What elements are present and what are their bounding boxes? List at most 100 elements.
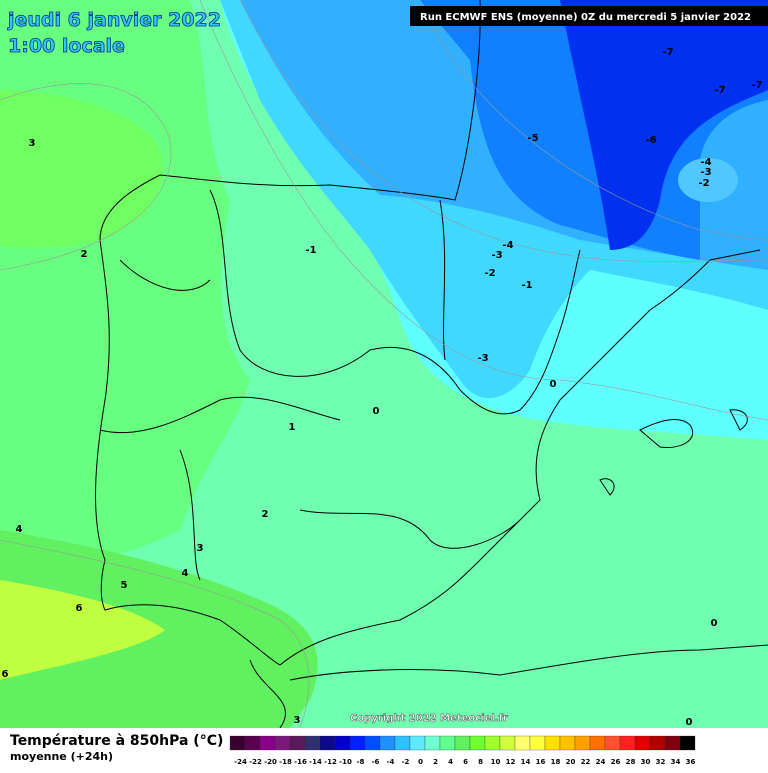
footer-subtitle: moyenne (+24h)	[10, 750, 113, 763]
contour-label: 4	[182, 568, 189, 579]
scale-swatch	[319, 735, 336, 751]
scale-swatch	[559, 735, 576, 751]
scale-label: 20	[566, 758, 576, 766]
scale-label: -4	[387, 758, 395, 766]
zone-3-patch	[0, 90, 163, 249]
footer-title: Température à 850hPa (°C)	[10, 733, 223, 749]
scale-label: 24	[596, 758, 606, 766]
scale-label: 22	[581, 758, 591, 766]
scale-swatch	[514, 735, 531, 751]
scale-label: 6	[463, 758, 468, 766]
run-banner	[410, 6, 768, 26]
scale-label: -10	[339, 758, 352, 766]
contour-label: -1	[521, 280, 532, 291]
scale-swatch	[634, 735, 651, 751]
scale-swatch	[664, 735, 681, 751]
contour-label: -2	[484, 268, 495, 279]
contour-labels: 32 -1-5 -6-7-7 -7-4-3-2-4-3-2-1-30012344566…	[2, 47, 763, 728]
contour-label: -1	[305, 245, 316, 256]
scale-swatch	[244, 735, 261, 751]
scale-swatch	[289, 735, 306, 751]
contour-label: -7	[751, 80, 762, 91]
scale-swatch	[574, 735, 591, 751]
contour-label: -2	[698, 178, 709, 189]
contour-label: 6	[2, 669, 9, 680]
scale-swatch	[529, 735, 546, 751]
scale-swatch	[274, 735, 291, 751]
scale-label: 0	[418, 758, 423, 766]
scale-label: -2	[402, 758, 410, 766]
scale-swatch	[409, 735, 426, 751]
scale-label: -14	[309, 758, 322, 766]
scale-label: 14	[521, 758, 531, 766]
scale-swatch	[649, 735, 666, 751]
scale-swatch	[589, 735, 606, 751]
coastlines	[95, 0, 768, 729]
copyright: Copyright 2022 Meteociel.fr	[350, 713, 508, 724]
contour-label: -4	[700, 157, 711, 168]
color-scale: -24 -22 -20 -18 -16 -14 -12 -10 -8 -6 -4 -2 0 2 4 6 8 10 1…	[229, 735, 696, 766]
contour-label: 3	[294, 715, 301, 726]
contour-label: 6	[76, 603, 83, 614]
contour-label: -4	[502, 240, 513, 251]
scale-label: 36	[686, 758, 696, 766]
zone-minus-7	[560, 0, 768, 250]
contour-label: 1	[289, 422, 296, 433]
scale-label: 26	[611, 758, 621, 766]
scale-swatch	[484, 735, 501, 751]
scale-label: -6	[372, 758, 380, 766]
scale-swatch	[394, 735, 411, 751]
contour-label: -3	[477, 353, 488, 364]
scale-swatch	[499, 735, 516, 751]
scale-label: 18	[551, 758, 561, 766]
scale-swatch	[619, 735, 636, 751]
run-info: Run ECMWF ENS (moyenne) 0Z du mercredi 5…	[420, 12, 751, 23]
scale-label: 28	[626, 758, 636, 766]
map-time: 1:00 locale	[8, 35, 125, 57]
scale-swatch	[424, 735, 441, 751]
contour-label: -7	[662, 47, 673, 58]
scale-swatch	[229, 735, 246, 751]
contour-label: -7	[714, 85, 725, 96]
scale-swatch	[604, 735, 621, 751]
scale-label: -18	[279, 758, 292, 766]
scale-swatch	[454, 735, 471, 751]
contour-label: 2	[262, 509, 269, 520]
scale-label: 2	[433, 758, 438, 766]
scale-label: -12	[324, 758, 337, 766]
scale-label: 10	[491, 758, 501, 766]
scale-swatch	[349, 735, 366, 751]
scale-swatch	[469, 735, 486, 751]
contour-label: 0	[550, 379, 557, 390]
scale-label: 30	[641, 758, 651, 766]
contour-label: 0	[373, 406, 380, 417]
scale-label: 34	[671, 758, 681, 766]
scale-swatch	[679, 735, 696, 751]
scale-label: -20	[264, 758, 277, 766]
contour-label: 3	[197, 543, 204, 554]
scale-label: 4	[448, 758, 453, 766]
scale-label: -8	[357, 758, 365, 766]
contour-label: 0	[686, 717, 693, 728]
scale-swatch	[364, 735, 381, 751]
zone-8	[0, 580, 165, 680]
contour-label: 4	[16, 524, 23, 535]
contour-label: 5	[121, 580, 128, 591]
contour-label: 3	[29, 138, 36, 149]
contour-label: -5	[527, 133, 538, 144]
scale-swatch	[439, 735, 456, 751]
contour-label: -6	[645, 135, 656, 146]
scale-label: -24	[234, 758, 247, 766]
scale-swatch	[304, 735, 321, 751]
scale-swatch	[259, 735, 276, 751]
scale-swatch	[334, 735, 351, 751]
scale-label: -16	[294, 758, 307, 766]
scale-swatch	[544, 735, 561, 751]
scale-label: 32	[656, 758, 666, 766]
contour-label: -3	[491, 250, 502, 261]
zone-minus-3-patch	[678, 158, 738, 202]
scale-label: 8	[478, 758, 483, 766]
map-title: jeudi 6 janvier 2022	[7, 9, 221, 31]
contour-label: 2	[81, 249, 88, 260]
